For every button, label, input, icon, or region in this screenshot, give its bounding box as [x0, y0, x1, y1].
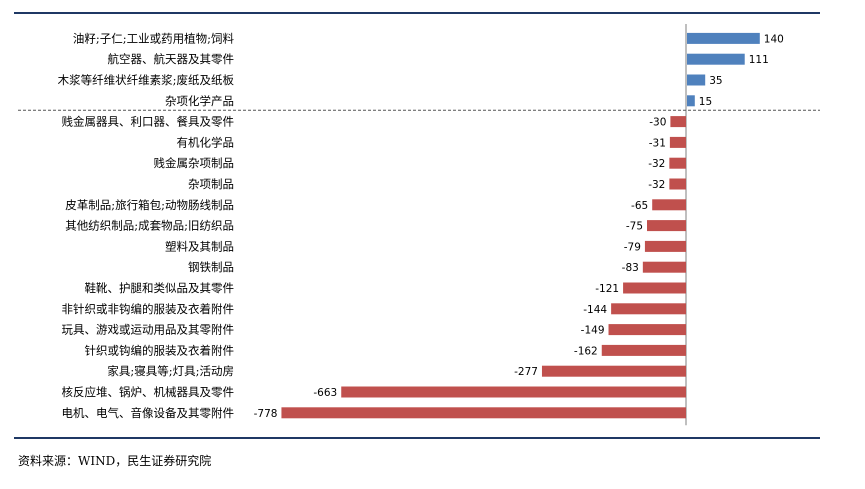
top-rule	[14, 12, 820, 14]
bar	[601, 344, 686, 356]
bar	[611, 303, 686, 315]
bar	[669, 178, 686, 190]
category-label: 有机化学品	[177, 135, 235, 149]
bar	[669, 157, 686, 169]
bar	[652, 199, 686, 211]
value-label: -32	[648, 179, 665, 191]
value-label: 35	[709, 75, 722, 87]
category-label: 杂项化学产品	[165, 94, 234, 108]
category-label: 贱金属杂项制品	[154, 156, 235, 170]
category-label: 木浆等纤维状纤维素浆;废纸及纸板	[58, 73, 235, 87]
category-label: 核反应堆、锅炉、机械器具及零件	[62, 385, 235, 399]
category-label: 贱金属器具、利口器、餐具及零件	[62, 115, 235, 129]
value-label: -32	[648, 158, 665, 170]
value-label: -162	[574, 345, 598, 357]
value-label: -778	[254, 408, 278, 420]
bar	[687, 32, 760, 44]
category-label: 玩具、游戏或运动用品及其零附件	[62, 323, 235, 337]
value-label: 140	[764, 33, 784, 45]
value-label: -121	[595, 283, 619, 295]
bar	[623, 282, 686, 294]
category-label: 非针织或非钩编的服装及衣着附件	[62, 302, 235, 316]
value-label: -79	[624, 241, 641, 253]
category-label: 航空器、航天器及其零件	[108, 52, 235, 66]
bar	[541, 365, 686, 377]
chart-svg: 油籽;子仁;工业或药用植物;饲料 140 航空器、航天器及其零件 111 木浆等纤维状纤…	[18, 24, 820, 426]
value-label: -277	[514, 366, 538, 378]
category-label: 皮革制品;旅行箱包;动物肠线制品	[65, 198, 234, 212]
category-label: 油籽;子仁;工业或药用植物;饲料	[73, 31, 235, 45]
category-label: 鞋靴、护腿和类似品及其零件	[85, 281, 235, 295]
bar	[281, 407, 686, 419]
value-label: -31	[649, 137, 666, 149]
category-label: 家具;寝具等;灯具;活动房	[107, 364, 234, 378]
category-label: 塑料及其制品	[165, 239, 234, 253]
source-note: 资料来源：WIND，民生证券研究院	[18, 454, 212, 468]
bar	[670, 116, 686, 128]
bar	[608, 324, 686, 336]
value-label: -663	[313, 387, 337, 399]
value-label: 15	[699, 96, 712, 108]
value-label: -30	[649, 117, 666, 129]
bar	[647, 220, 686, 232]
category-label: 钢铁制品	[188, 260, 234, 274]
category-label: 电机、电气、音像设备及其零附件	[62, 406, 235, 420]
bar	[644, 240, 686, 252]
value-label: -75	[626, 221, 643, 233]
bar	[642, 261, 686, 273]
value-label: -144	[583, 304, 607, 316]
bottom-rule	[14, 437, 820, 439]
category-label: 其他纺织制品;成套物品;旧纺织品	[65, 219, 234, 233]
bar	[669, 136, 686, 148]
category-label: 杂项制品	[188, 177, 234, 191]
value-label: 111	[749, 54, 769, 66]
category-label: 针织或钩编的服装及衣着附件	[85, 343, 235, 357]
bar	[687, 95, 695, 107]
bar-chart: 油籽;子仁;工业或药用植物;饲料 140 航空器、航天器及其零件 111 木浆等纤维状纤…	[0, 22, 865, 427]
bar	[687, 74, 706, 86]
value-label: -65	[631, 200, 648, 212]
bar	[341, 386, 686, 398]
bar	[687, 53, 745, 65]
value-label: -83	[622, 262, 639, 274]
value-label: -149	[581, 325, 605, 337]
